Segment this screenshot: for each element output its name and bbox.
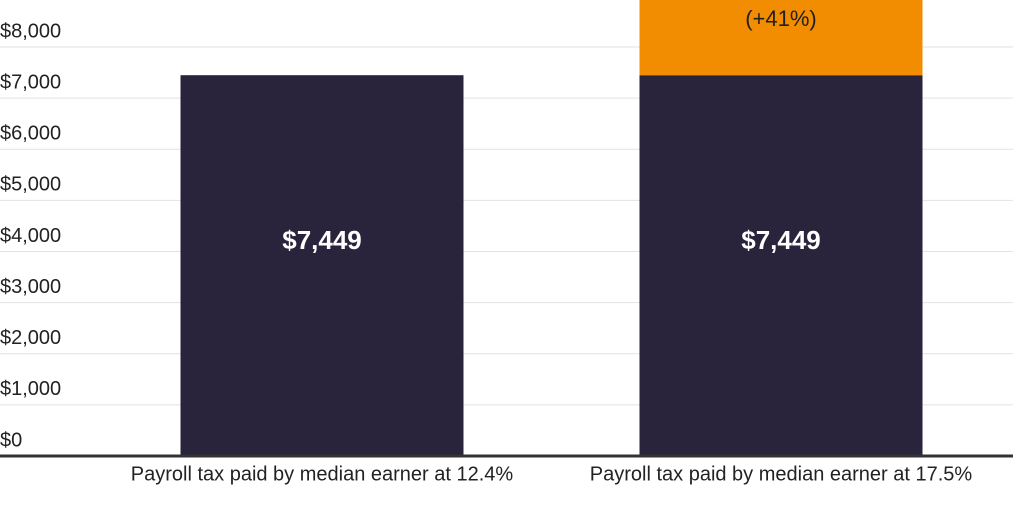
- annotation: (+41%): [745, 6, 817, 31]
- y-tick-label: $3,000: [0, 276, 61, 298]
- y-tick-label: $6,000: [0, 123, 61, 145]
- y-tick-label: $8,000: [0, 20, 61, 42]
- bar-segment: [180, 75, 464, 457]
- x-tick-label: Payroll tax paid by median earner at 17.…: [590, 463, 973, 485]
- value-label: $7,449: [741, 225, 821, 255]
- bars: [180, 0, 923, 457]
- y-tick-label: $5,000: [0, 174, 61, 196]
- value-label: $7,449: [282, 225, 362, 255]
- y-tick-label: $1,000: [0, 378, 61, 400]
- y-tick-label: $4,000: [0, 225, 61, 247]
- y-tick-label: $7,000: [0, 71, 61, 93]
- bar-segment: [639, 75, 923, 457]
- y-tick-label: $2,000: [0, 327, 61, 349]
- x-tick-label: Payroll tax paid by median earner at 12.…: [131, 463, 514, 485]
- bar-segment: [639, 0, 923, 76]
- y-tick-label: $0: [0, 429, 22, 451]
